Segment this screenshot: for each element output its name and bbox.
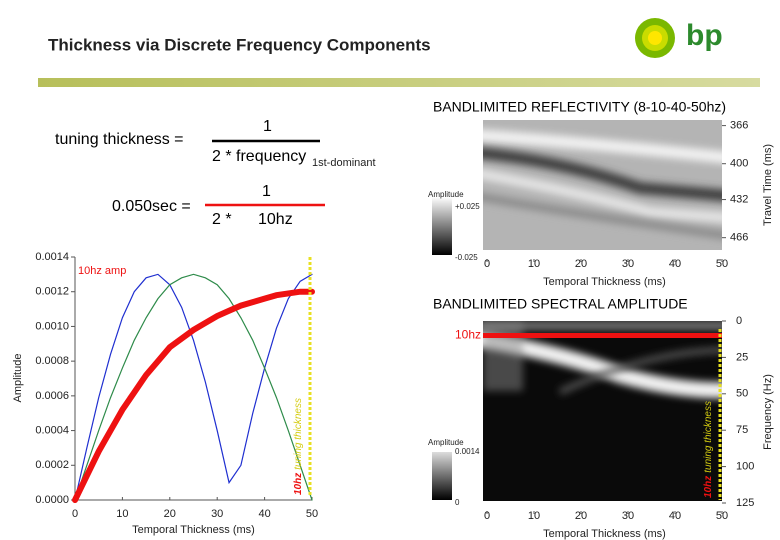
eq-denominator: 2 * frequency (212, 148, 306, 165)
x-tick-label: 50 (716, 258, 728, 270)
y-tick-label: 0.0004 (35, 424, 69, 436)
equations: tuning thickness = 1 2 * frequency 1st-d… (55, 118, 376, 228)
eq-subscript: 1st-dominant (312, 157, 376, 169)
y-tick-label: 0.0010 (35, 320, 69, 332)
y-tick-label: 0.0014 (35, 251, 69, 263)
x-tick-label: 20 (575, 258, 587, 270)
x-axis-label: Temporal Thickness (ms) (543, 276, 666, 288)
chart-title: BANDLIMITED SPECTRAL AMPLITUDE (433, 296, 688, 312)
x-axis-label: Temporal Thickness (ms) (132, 524, 255, 536)
x-tick-label: 20 (575, 510, 587, 522)
y-tick-label: 50 (736, 388, 748, 400)
eq-left: tuning thickness = (55, 131, 184, 148)
y-tick-label: 0.0000 (35, 494, 69, 506)
y-tick-label: 125 (736, 497, 754, 509)
slide-title: Thickness via Discrete Frequency Compone… (48, 35, 431, 54)
series-line (74, 273, 313, 501)
series-label: 10hz amp (78, 265, 126, 277)
x-tick-label: 30 (622, 510, 634, 522)
spectral-image (483, 321, 722, 501)
series-line (74, 273, 313, 501)
x-tick-label: 0 (72, 508, 78, 520)
x-tick-label: 0 (484, 258, 490, 270)
x-tick-label: 40 (669, 258, 681, 270)
eq-denominator: 2 * (212, 211, 232, 228)
marker-label-text: tuning thickness (703, 401, 714, 473)
eq-numerator: 1 (262, 183, 271, 200)
colorbar-tick-label: 0 (455, 498, 460, 507)
highlight-label: 10hz (455, 328, 481, 342)
colorbar-tick-label: 0.0014 (455, 447, 480, 456)
colorbar (432, 197, 452, 255)
y-axis-label: Amplitude (12, 354, 24, 403)
header-rule (38, 78, 760, 87)
marker-label: 10hz tuning thickness (293, 398, 304, 495)
y-axis-label: Travel Time (ms) (762, 144, 774, 226)
colorbar-label: Amplitude (428, 190, 464, 199)
x-axis-label: Temporal Thickness (ms) (543, 528, 666, 540)
colorbar-tick-label: -0.025 (455, 253, 478, 262)
y-tick-label: 0.0002 (35, 459, 69, 471)
x-tick-label: 10 (116, 508, 128, 520)
x-tick-label: 40 (669, 510, 681, 522)
marker-label-freq: 10hz (703, 476, 714, 498)
x-tick-label: 0 (484, 510, 490, 522)
x-tick-label: 20 (164, 508, 176, 520)
x-tick-label: 40 (258, 508, 270, 520)
x-tick-label: 10 (528, 258, 540, 270)
y-tick-label: 100 (736, 461, 754, 473)
y-tick-label: 0 (736, 315, 742, 327)
y-tick-label: 466 (730, 232, 748, 244)
y-tick-label: 400 (730, 158, 748, 170)
y-tick-label: 432 (730, 193, 748, 205)
x-tick-label: 10 (528, 510, 540, 522)
marker-label-freq: 10hz (293, 473, 304, 495)
y-tick-label: 0.0008 (35, 355, 69, 367)
logo: bp (635, 18, 723, 58)
x-tick-label: 50 (716, 510, 728, 522)
series-line (72, 288, 315, 503)
eq-numerator: 1 (263, 118, 272, 135)
chart-title: BANDLIMITED REFLECTIVITY (8-10-40-50hz) (433, 99, 726, 115)
colorbar-label: Amplitude (428, 438, 464, 447)
reflectivity-image (483, 120, 722, 250)
x-tick-label: 30 (211, 508, 223, 520)
colorbar-tick-label: +0.025 (455, 202, 480, 211)
eq-left: 0.050sec = (112, 198, 191, 215)
y-tick-label: 0.0006 (35, 390, 69, 402)
y-tick-label: 366 (730, 120, 748, 132)
x-tick-label: 50 (306, 508, 318, 520)
logo-text: bp (686, 19, 723, 52)
eq-denominator: 10hz (258, 211, 293, 228)
colorbar (432, 452, 452, 500)
marker-label-text: tuning thickness (293, 398, 304, 470)
y-tick-label: 75 (736, 424, 748, 436)
y-tick-label: 25 (736, 351, 748, 363)
x-tick-label: 30 (622, 258, 634, 270)
marker-label: 10hz tuning thickness (703, 401, 714, 498)
y-axis-label: Frequency (Hz) (762, 374, 774, 450)
y-tick-label: 0.0012 (35, 286, 69, 298)
